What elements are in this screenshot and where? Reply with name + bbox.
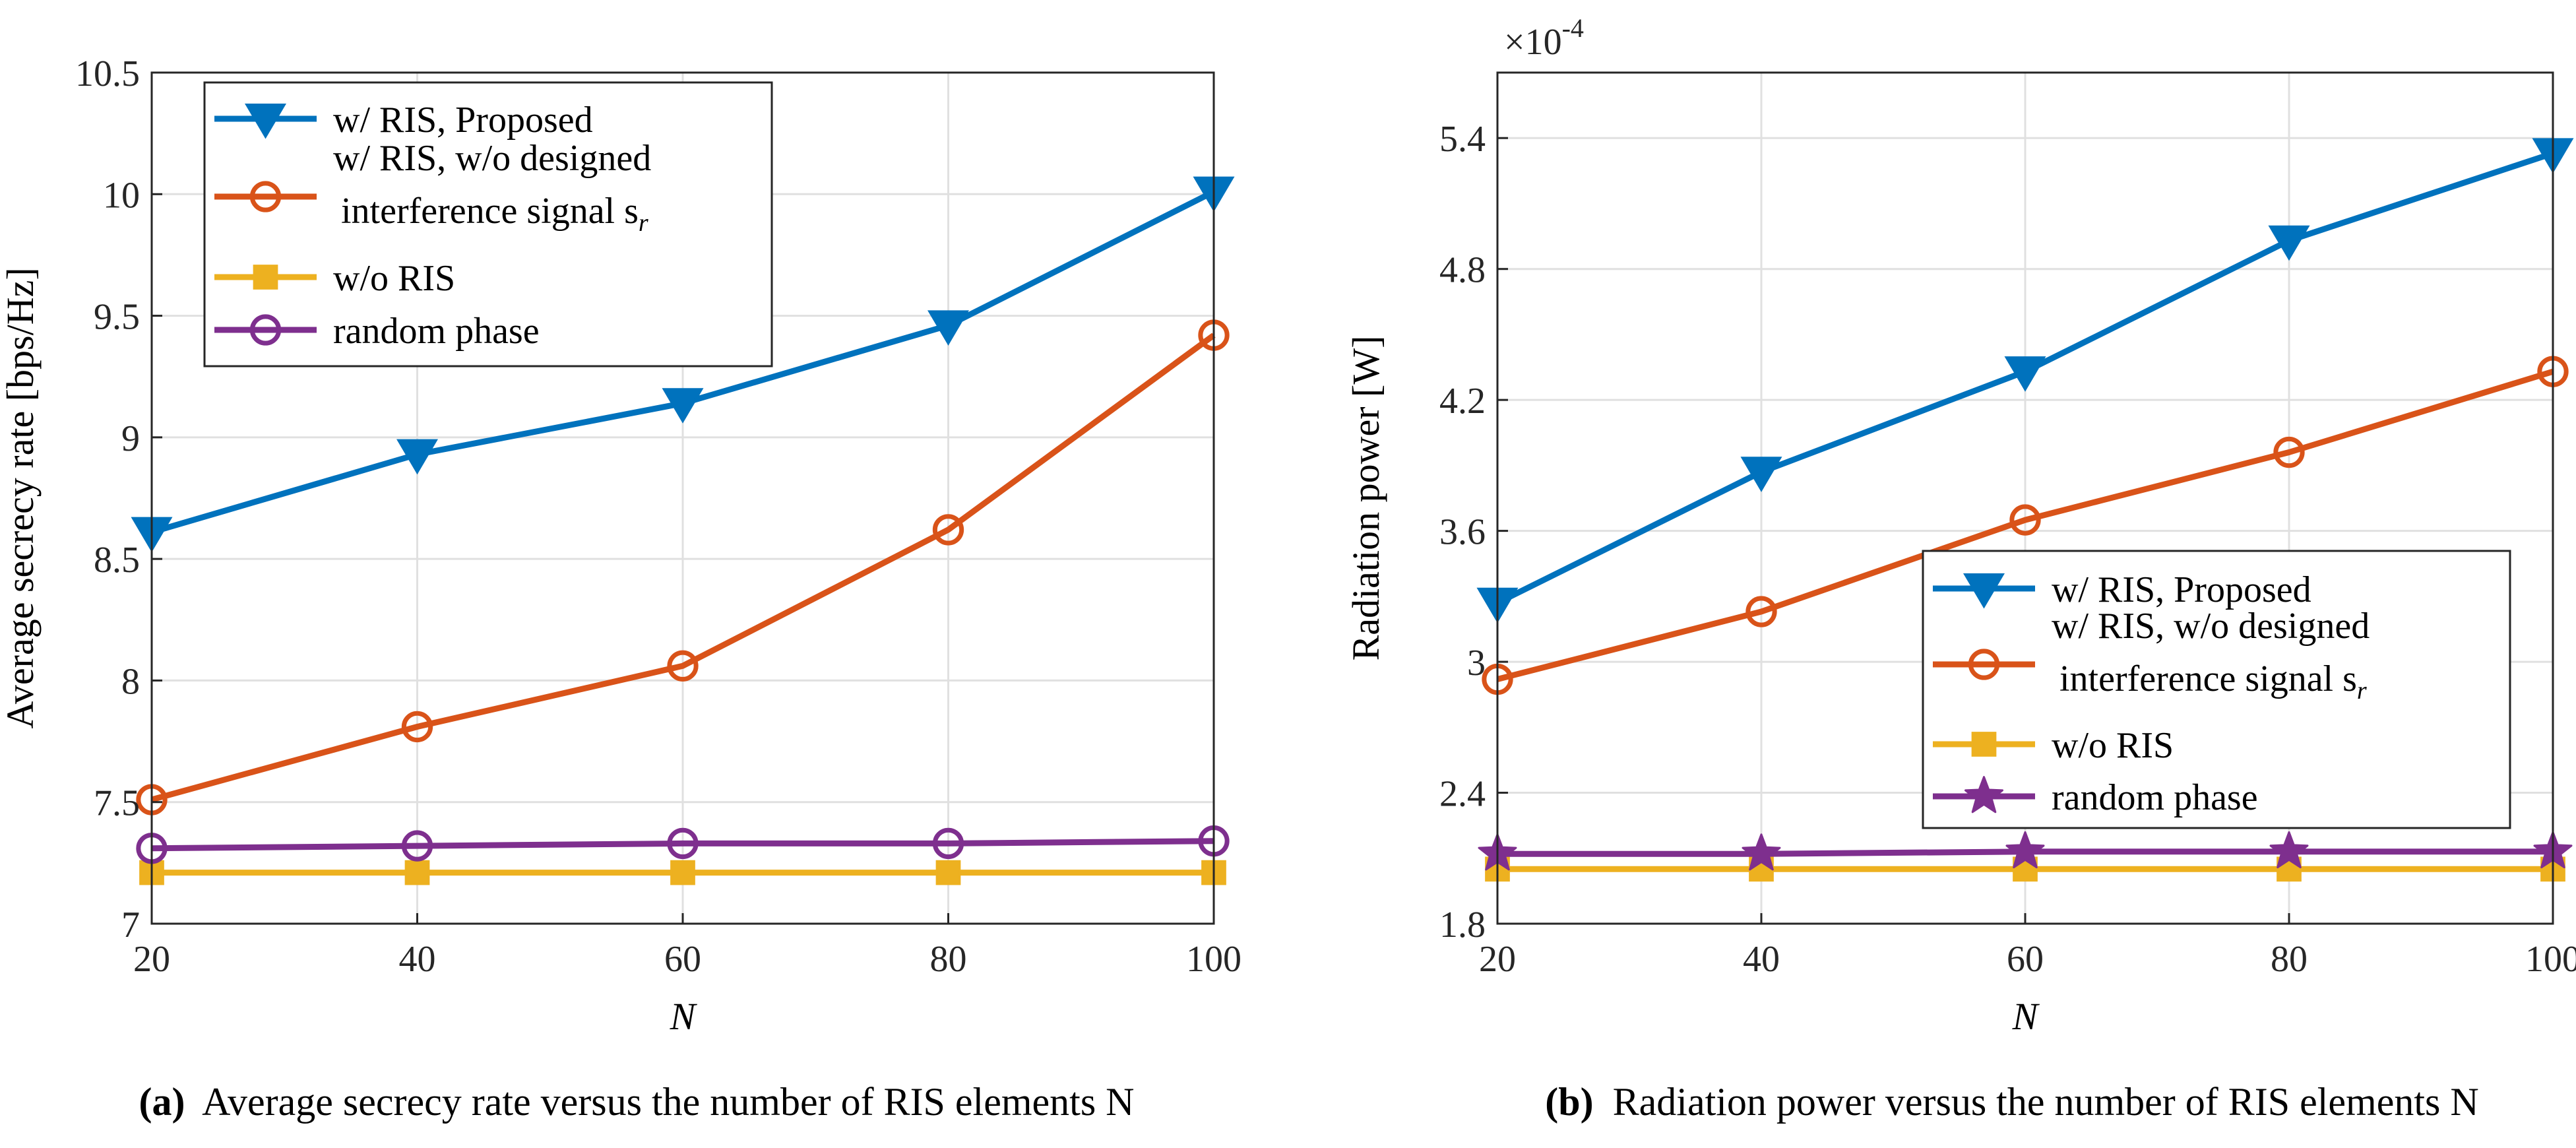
panel-b-y-tick-label: 4.2 — [1439, 381, 1486, 422]
panel-a-data-point — [935, 860, 961, 885]
panel-b-y-tick-label: 4.8 — [1439, 250, 1486, 291]
panel-a-data-point — [667, 650, 699, 682]
panel-b-y-tick-label: 2.4 — [1439, 774, 1486, 815]
panel-b-data-point — [2005, 831, 2045, 869]
panel-a-chart: 20 40 60 80 100 7 7.5 8 8.5 9 9.5 10 10.5 N Average… — [0, 53, 1241, 1124]
panel-a-legend-marker — [245, 104, 286, 139]
panel-b-caption: (b) Radiation power versus the number of… — [1545, 1080, 2478, 1124]
panel-b-series-group — [1476, 138, 2574, 882]
panel-a-legend-label: w/ RIS, w/o designed — [333, 138, 651, 179]
panel-a-x-tick-label: 80 — [930, 939, 967, 980]
panel-a-y-tick-label: 10.5 — [75, 53, 140, 94]
panel-a-legend-box — [203, 81, 773, 367]
panel-a-caption-text: Average secrecy rate versus the number o… — [202, 1080, 1134, 1124]
panel-a-caption: (a) Average secrecy rate versus the numb… — [139, 1080, 1134, 1124]
panel-a-y-tick-label: 8 — [121, 661, 140, 702]
panel-b-exponent-base: ×10 — [1504, 22, 1562, 63]
panel-a-data-point — [401, 830, 433, 862]
panel-a-x-ticks: 20 40 60 80 100 — [133, 913, 1241, 980]
panel-a-y-axis-label: Average secrecy rate [bps/Hz] — [0, 267, 42, 728]
panel-a-data-point — [396, 439, 438, 475]
panel-a-y-tick-label: 10 — [103, 175, 140, 216]
panel-b-y-axis-label: Radiation power [W] — [1344, 336, 1387, 661]
panel-b-legend-label-subscript: r — [2357, 677, 2367, 705]
panel-a-legend-label-line2: interference signal sr — [341, 191, 648, 237]
panel-a-data-point — [404, 860, 430, 885]
panel-b-legend-label: random phase — [2052, 777, 2258, 818]
panel-b-y-tick-label: 5.4 — [1439, 119, 1486, 160]
panel-b-legend-marker — [1971, 732, 1997, 757]
panel-a-series-line-2 — [150, 333, 1216, 803]
panel-b-x-tick-label: 60 — [2007, 939, 2044, 980]
panel-b-x-axis-label: N — [2012, 995, 2040, 1038]
panel-b-data-point — [2268, 225, 2310, 261]
panel-b-series-line-2 — [1496, 368, 2554, 682]
panel-b-legend-marker — [1963, 573, 2005, 609]
panel-a-legend-marker — [253, 265, 278, 290]
panel-b-chart: 20 40 60 80 100 1.8 2.4 3 3.6 4.2 4.8 5.4 N Radiat… — [1344, 13, 2576, 1124]
panel-a-y-ticks: 7 7.5 8 8.5 9 9.5 10 10.5 — [75, 53, 162, 945]
panel-b-legend-label: w/ RIS, w/o designed — [2052, 606, 2370, 647]
panel-b-caption-tag: (b) — [1545, 1080, 1593, 1124]
panel-b-caption-text: Radiation power versus the number of RIS… — [1613, 1080, 2479, 1124]
panel-a-series-group — [131, 176, 1235, 885]
panel-b-legend-box — [1922, 550, 2511, 829]
panel-b-data-point — [2009, 504, 2041, 536]
panel-a-data-point — [670, 860, 695, 885]
panel-b-y-ticks: 1.8 2.4 3 3.6 4.2 4.8 5.4 — [1439, 119, 1508, 945]
panel-b-x-tick-label: 40 — [1743, 939, 1780, 980]
panel-b-data-point — [2269, 831, 2309, 869]
panel-b-legend-label: w/ RIS, Proposed — [2052, 569, 2311, 610]
panel-b-x-ticks: 20 40 60 80 100 — [1479, 913, 2576, 980]
panel-a-x-tick-label: 40 — [399, 939, 436, 980]
panel-a-legend-label-subscript: r — [639, 209, 648, 237]
panel-a-legend-marker — [249, 314, 282, 346]
panel-b-data-point — [2273, 436, 2305, 468]
panel-a-data-point — [932, 514, 964, 546]
panel-a-x-axis-label: N — [670, 995, 698, 1038]
panel-b-legend-marker — [1968, 649, 2000, 680]
panel-a-data-point — [667, 827, 699, 860]
panel-a-caption-tag: (a) — [139, 1080, 185, 1124]
panel-a-y-tick-label: 7.5 — [94, 783, 140, 824]
panel-a-series-line-4 — [151, 838, 1214, 852]
panel-a-legend-label: random phase — [333, 311, 540, 352]
panel-a-data-point — [401, 711, 433, 743]
panel-b-x-tick-label: 100 — [2525, 939, 2576, 980]
panel-b-data-point — [1745, 596, 1777, 627]
panel-b-data-point — [1742, 833, 1781, 871]
panel-a-x-tick-label: 60 — [664, 939, 701, 980]
panel-b-exponent-power: -4 — [1562, 13, 1584, 43]
panel-b-x-tick-label: 80 — [2271, 939, 2308, 980]
panel-a-x-tick-label: 20 — [133, 939, 170, 980]
panel-a-legend-label: w/o RIS — [333, 258, 455, 299]
panel-b-x-tick-label: 20 — [1479, 939, 1516, 980]
panel-a-data-point — [932, 827, 964, 860]
panel-a-y-tick-label: 9.5 — [94, 297, 140, 338]
panel-a-x-tick-label: 100 — [1186, 939, 1241, 980]
panel-a-y-tick-label: 9 — [121, 418, 140, 459]
panel-b-legend-marker — [1964, 776, 2003, 813]
panel-b-y-tick-label: 1.8 — [1439, 905, 1486, 945]
panel-a-data-point — [927, 310, 969, 346]
panel-a-data-point — [662, 388, 704, 424]
panel-a-y-tick-label: 7 — [121, 905, 140, 945]
panel-b-y-tick-label: 3.6 — [1439, 512, 1486, 553]
panel-a-y-tick-label: 8.5 — [94, 540, 140, 581]
panel-a-legend-label: w/ RIS, Proposed — [333, 100, 593, 141]
panel-b-data-point — [1740, 457, 1782, 492]
panel-b-legend-label-line2: interference signal sr — [2059, 658, 2367, 705]
panel-a-legend-marker — [249, 181, 282, 212]
panel-b-y-tick-label: 3 — [1467, 643, 1486, 684]
panel-b-legend-label: w/o RIS — [2052, 725, 2174, 766]
panel-b-y-exponent: ×10-4 — [1504, 13, 1584, 63]
panel-b-data-point — [2004, 356, 2046, 392]
